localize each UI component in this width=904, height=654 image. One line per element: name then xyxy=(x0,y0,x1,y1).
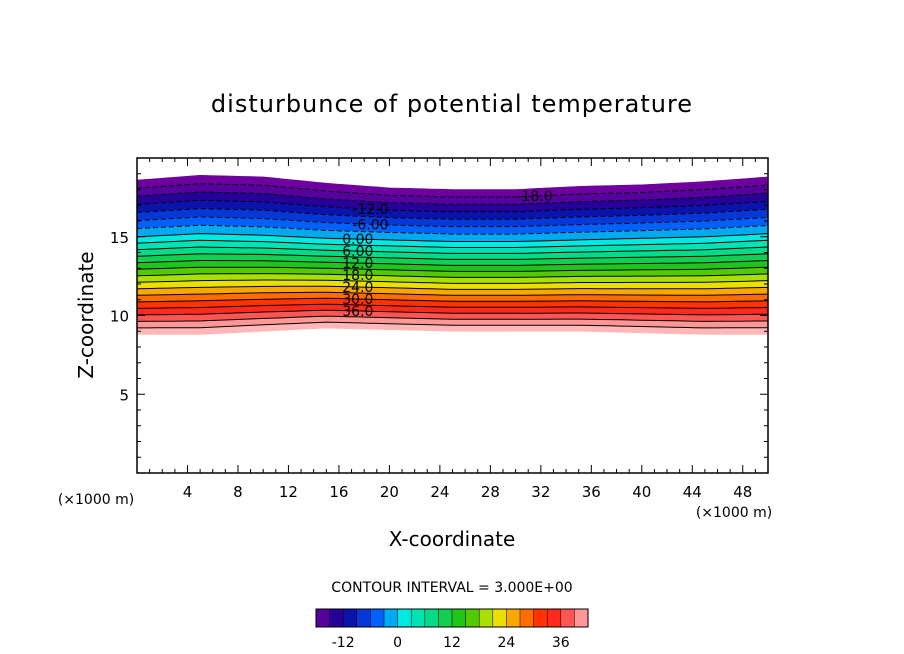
contour-line xyxy=(137,297,768,303)
colorbar-cell xyxy=(560,608,575,628)
contour-line xyxy=(137,309,768,316)
colorbar: -12 0 12 24 36 xyxy=(315,608,589,651)
contour-label: 24.0 xyxy=(342,280,373,296)
x-axis: 4 8 12 16 20 24 28 32 36 40 44 48 xyxy=(149,158,756,501)
colorbar-cell xyxy=(342,608,358,628)
contour-line xyxy=(137,183,768,198)
colorbar-cell xyxy=(533,608,548,628)
colorbar-cell xyxy=(329,608,344,628)
contour-line xyxy=(137,253,768,260)
contour-label: -12.0 xyxy=(352,202,388,218)
y-unit-label: (×1000 m) xyxy=(58,492,134,508)
colorbar-cell xyxy=(370,608,385,628)
contour-line xyxy=(137,233,768,242)
contour-line xyxy=(137,224,768,235)
colorbar-cell xyxy=(519,608,535,628)
contour-line xyxy=(137,208,768,220)
contour-line xyxy=(137,246,768,254)
contour-label: -18.0 xyxy=(516,189,552,205)
y-axis: 5 10 15 xyxy=(110,173,768,458)
contour-label: -6.00 xyxy=(352,217,388,233)
colorbar-cell xyxy=(506,608,521,628)
contour-line xyxy=(137,199,768,213)
x-unit-label: (×1000 m) xyxy=(696,505,772,521)
contour-label: 0.00 xyxy=(342,232,373,248)
colorbar-tick-label: 0 xyxy=(393,635,402,651)
x-tick-label: 32 xyxy=(531,483,550,501)
x-tick-label: 16 xyxy=(329,483,348,501)
contour-line xyxy=(137,239,768,248)
colorbar-tick-label: 36 xyxy=(552,635,570,651)
x-tick-label: 20 xyxy=(380,483,399,501)
colorbar-cell xyxy=(356,608,371,628)
x-tick-label: 4 xyxy=(183,483,193,501)
colorbar-tick-label: 24 xyxy=(497,635,515,651)
contour-label: 18.0 xyxy=(342,268,373,284)
x-tick-label: 36 xyxy=(582,483,601,501)
contour-interval-label: CONTOUR INTERVAL = 3.000E+00 xyxy=(331,580,572,596)
colorbar-cell xyxy=(315,608,331,628)
colorbar-tick-label: -12 xyxy=(332,635,355,651)
contour-lines xyxy=(137,183,768,329)
colorbar-cell xyxy=(438,608,453,628)
contour-line xyxy=(137,315,768,322)
contour-line xyxy=(137,285,768,290)
colorbar-cell xyxy=(465,608,480,628)
x-tick-label: 24 xyxy=(430,483,449,501)
x-axis-label: X-coordinate xyxy=(389,527,516,551)
contour-line xyxy=(137,303,768,309)
contour-line xyxy=(137,266,768,272)
contour-label: 6.00 xyxy=(342,244,373,260)
x-tick-label: 8 xyxy=(233,483,243,501)
y-tick-label: 10 xyxy=(110,308,129,326)
contour-line xyxy=(137,279,768,284)
colorbar-cell xyxy=(383,608,399,628)
x-tick-label: 12 xyxy=(279,483,298,501)
colorbar-cell xyxy=(451,608,467,628)
colorbar-tick-label: 12 xyxy=(443,635,461,651)
contour-labels: -18.0 -12.0-6.000.006.0012.018.024.030.03… xyxy=(342,189,552,320)
x-tick-label: 40 xyxy=(632,483,651,501)
colorbar-frame xyxy=(315,608,589,628)
y-tick-label: 15 xyxy=(110,229,129,247)
contour-line xyxy=(137,273,768,278)
x-tick-label: 44 xyxy=(683,483,702,501)
y-tick-label: 5 xyxy=(119,386,129,404)
contour-line xyxy=(137,191,768,205)
contour-label: 30.0 xyxy=(342,292,373,308)
contour-line xyxy=(137,216,768,228)
chart-title: disturbunce of potential temperature xyxy=(211,90,693,118)
colorbar-cell xyxy=(546,608,562,628)
colorbar-cell xyxy=(492,608,507,628)
x-tick-label: 28 xyxy=(481,483,500,501)
contour-line xyxy=(137,291,768,296)
colorbar-cell xyxy=(478,608,494,628)
contour-label: 36.0 xyxy=(342,304,373,320)
y-axis-label: Z-coordinate xyxy=(74,251,98,378)
colorbar-cell xyxy=(410,608,426,628)
colorbar-cell xyxy=(574,608,589,628)
contour-line xyxy=(137,321,768,329)
x-tick-label: 48 xyxy=(733,483,752,501)
colorbar-cell xyxy=(397,608,412,628)
contour-label: 12.0 xyxy=(342,256,373,272)
contour-line xyxy=(137,260,768,266)
colorbar-cell xyxy=(424,608,439,628)
